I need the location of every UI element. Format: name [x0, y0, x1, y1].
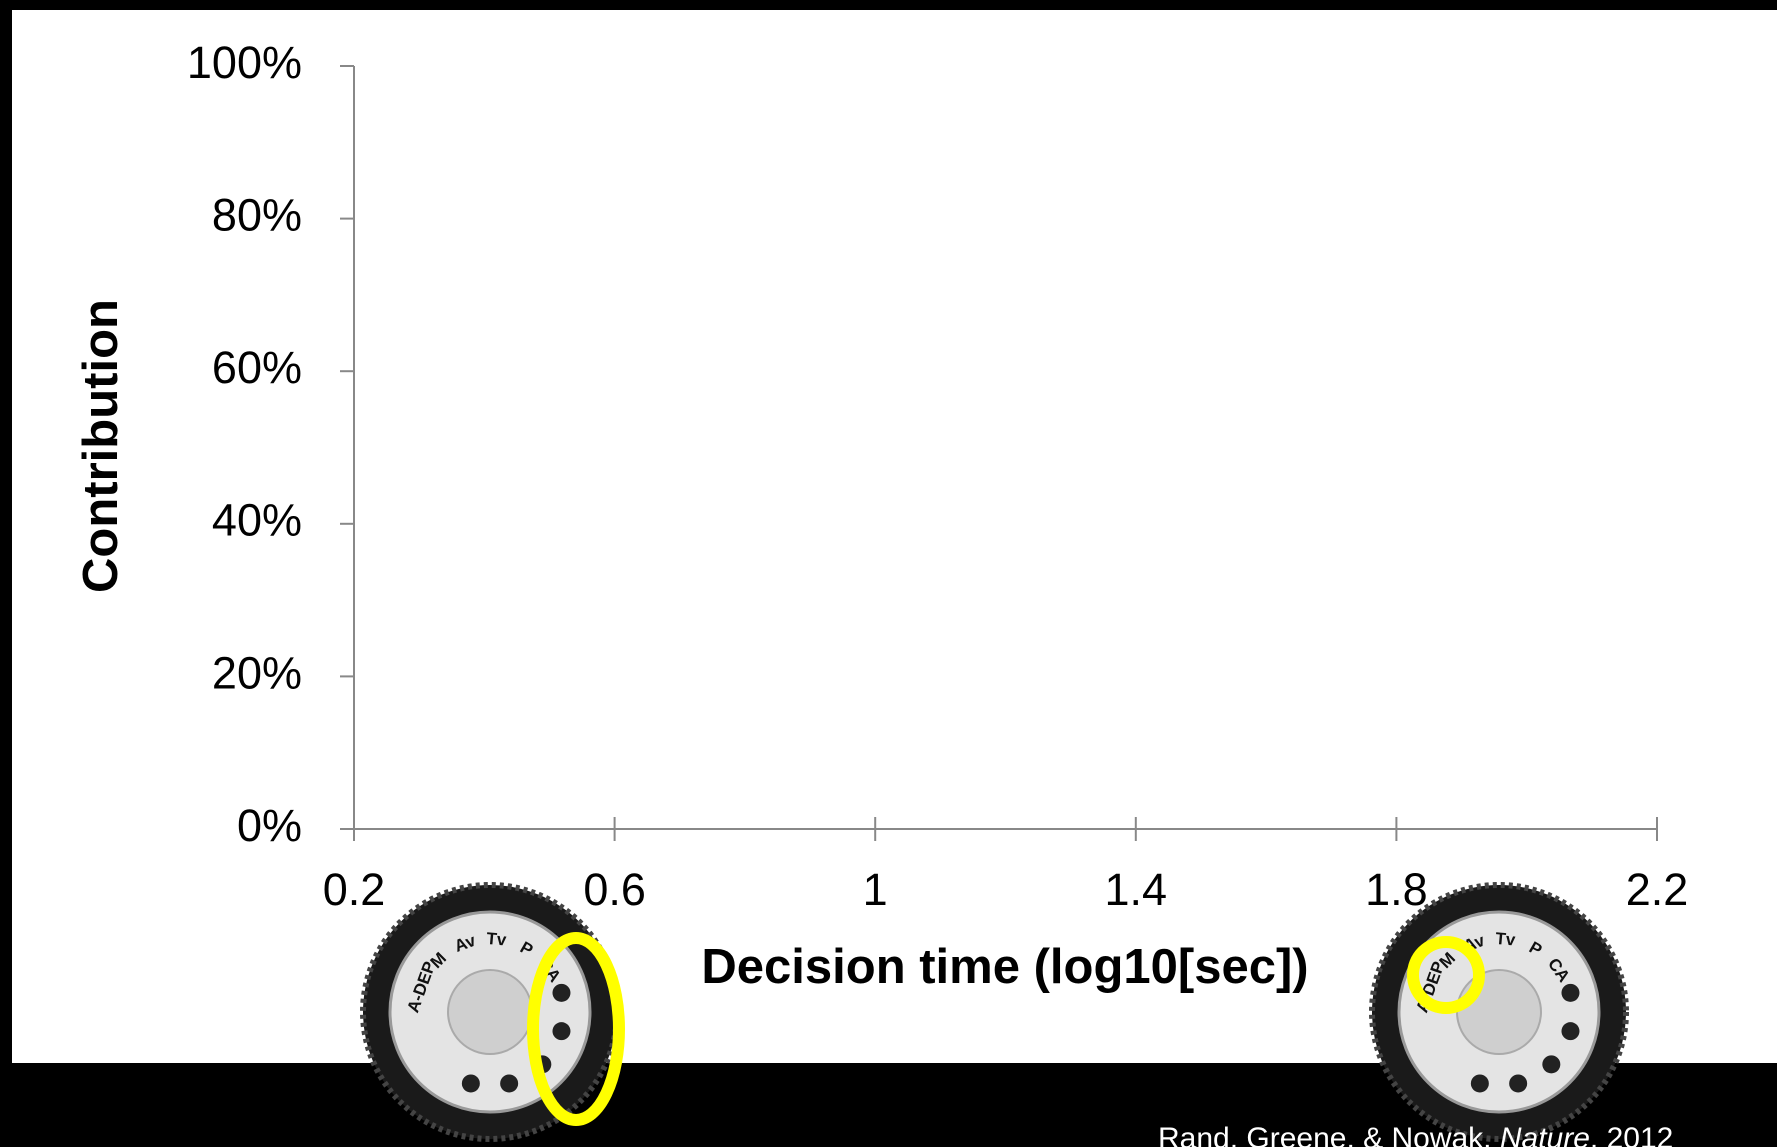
x-tick-label: 1 [863, 864, 888, 915]
dial-icon [1542, 1055, 1560, 1073]
citation-year: 2012 [1607, 1122, 1674, 1147]
citation-journal: Nature [1500, 1122, 1590, 1147]
dial-icon [1471, 1074, 1489, 1092]
dial-icon [1509, 1074, 1527, 1092]
x-tick-label: 0.6 [583, 864, 646, 915]
y-tick-label: 20% [212, 647, 302, 698]
x-axis-title: Decision time (log10[sec]) [701, 940, 1308, 994]
citation-authors: Rand, Greene, & Nowak, [1158, 1122, 1492, 1147]
dial-icon [552, 984, 570, 1002]
y-axis-title: Contribution [74, 299, 128, 593]
dial-hub [1457, 970, 1541, 1054]
y-tick-label: 40% [212, 495, 302, 546]
x-tick-label: 1.8 [1365, 864, 1428, 915]
slide: Contribution Decision time (log10[sec]) … [0, 0, 1777, 1147]
y-tick-label: 0% [237, 800, 302, 851]
dial-icon [1561, 1022, 1579, 1040]
dial-label: Tv [486, 929, 508, 950]
citation: Rand, Greene, & Nowak, Nature, 2012 [1158, 1122, 1673, 1147]
y-tick-label: 100% [187, 37, 302, 88]
dial-label: Tv [1495, 929, 1517, 950]
y-tick-label: 60% [212, 342, 302, 393]
y-tick-label: 80% [212, 189, 302, 240]
x-tick-label: 1.4 [1105, 864, 1168, 915]
dial-icon [500, 1074, 518, 1092]
dial-icon [552, 1022, 570, 1040]
dial-hub [448, 970, 532, 1054]
x-tick-label: 2.2 [1626, 864, 1689, 915]
dial-icon [462, 1074, 480, 1092]
dial-icon [1561, 984, 1579, 1002]
x-tick-label: 0.2 [323, 864, 386, 915]
